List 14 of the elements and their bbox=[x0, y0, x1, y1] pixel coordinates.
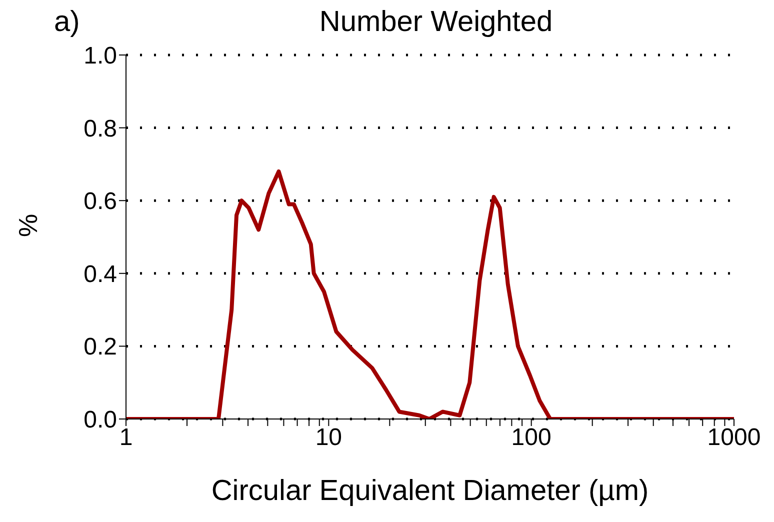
x-axis-title: Circular Equivalent Diameter (µm) bbox=[211, 475, 649, 507]
chart-title: Number Weighted bbox=[319, 6, 553, 38]
y-tick-label: 0.6 bbox=[84, 188, 117, 216]
y-tick-label: 0.8 bbox=[84, 115, 117, 142]
x-tick-label: 100 bbox=[511, 424, 552, 452]
y-tick-label: 1.0 bbox=[84, 42, 117, 70]
x-tick-label: 1 bbox=[119, 424, 133, 452]
y-tick-label: 0.4 bbox=[84, 260, 117, 288]
y-axis-title: % bbox=[13, 214, 44, 237]
text: a) bbox=[54, 6, 80, 39]
x-tick-label: 1000 bbox=[707, 424, 761, 452]
x-tick-label: 10 bbox=[315, 424, 342, 452]
y-tick-label: 0.2 bbox=[84, 334, 117, 361]
y-tick-label: 0.0 bbox=[84, 406, 117, 434]
